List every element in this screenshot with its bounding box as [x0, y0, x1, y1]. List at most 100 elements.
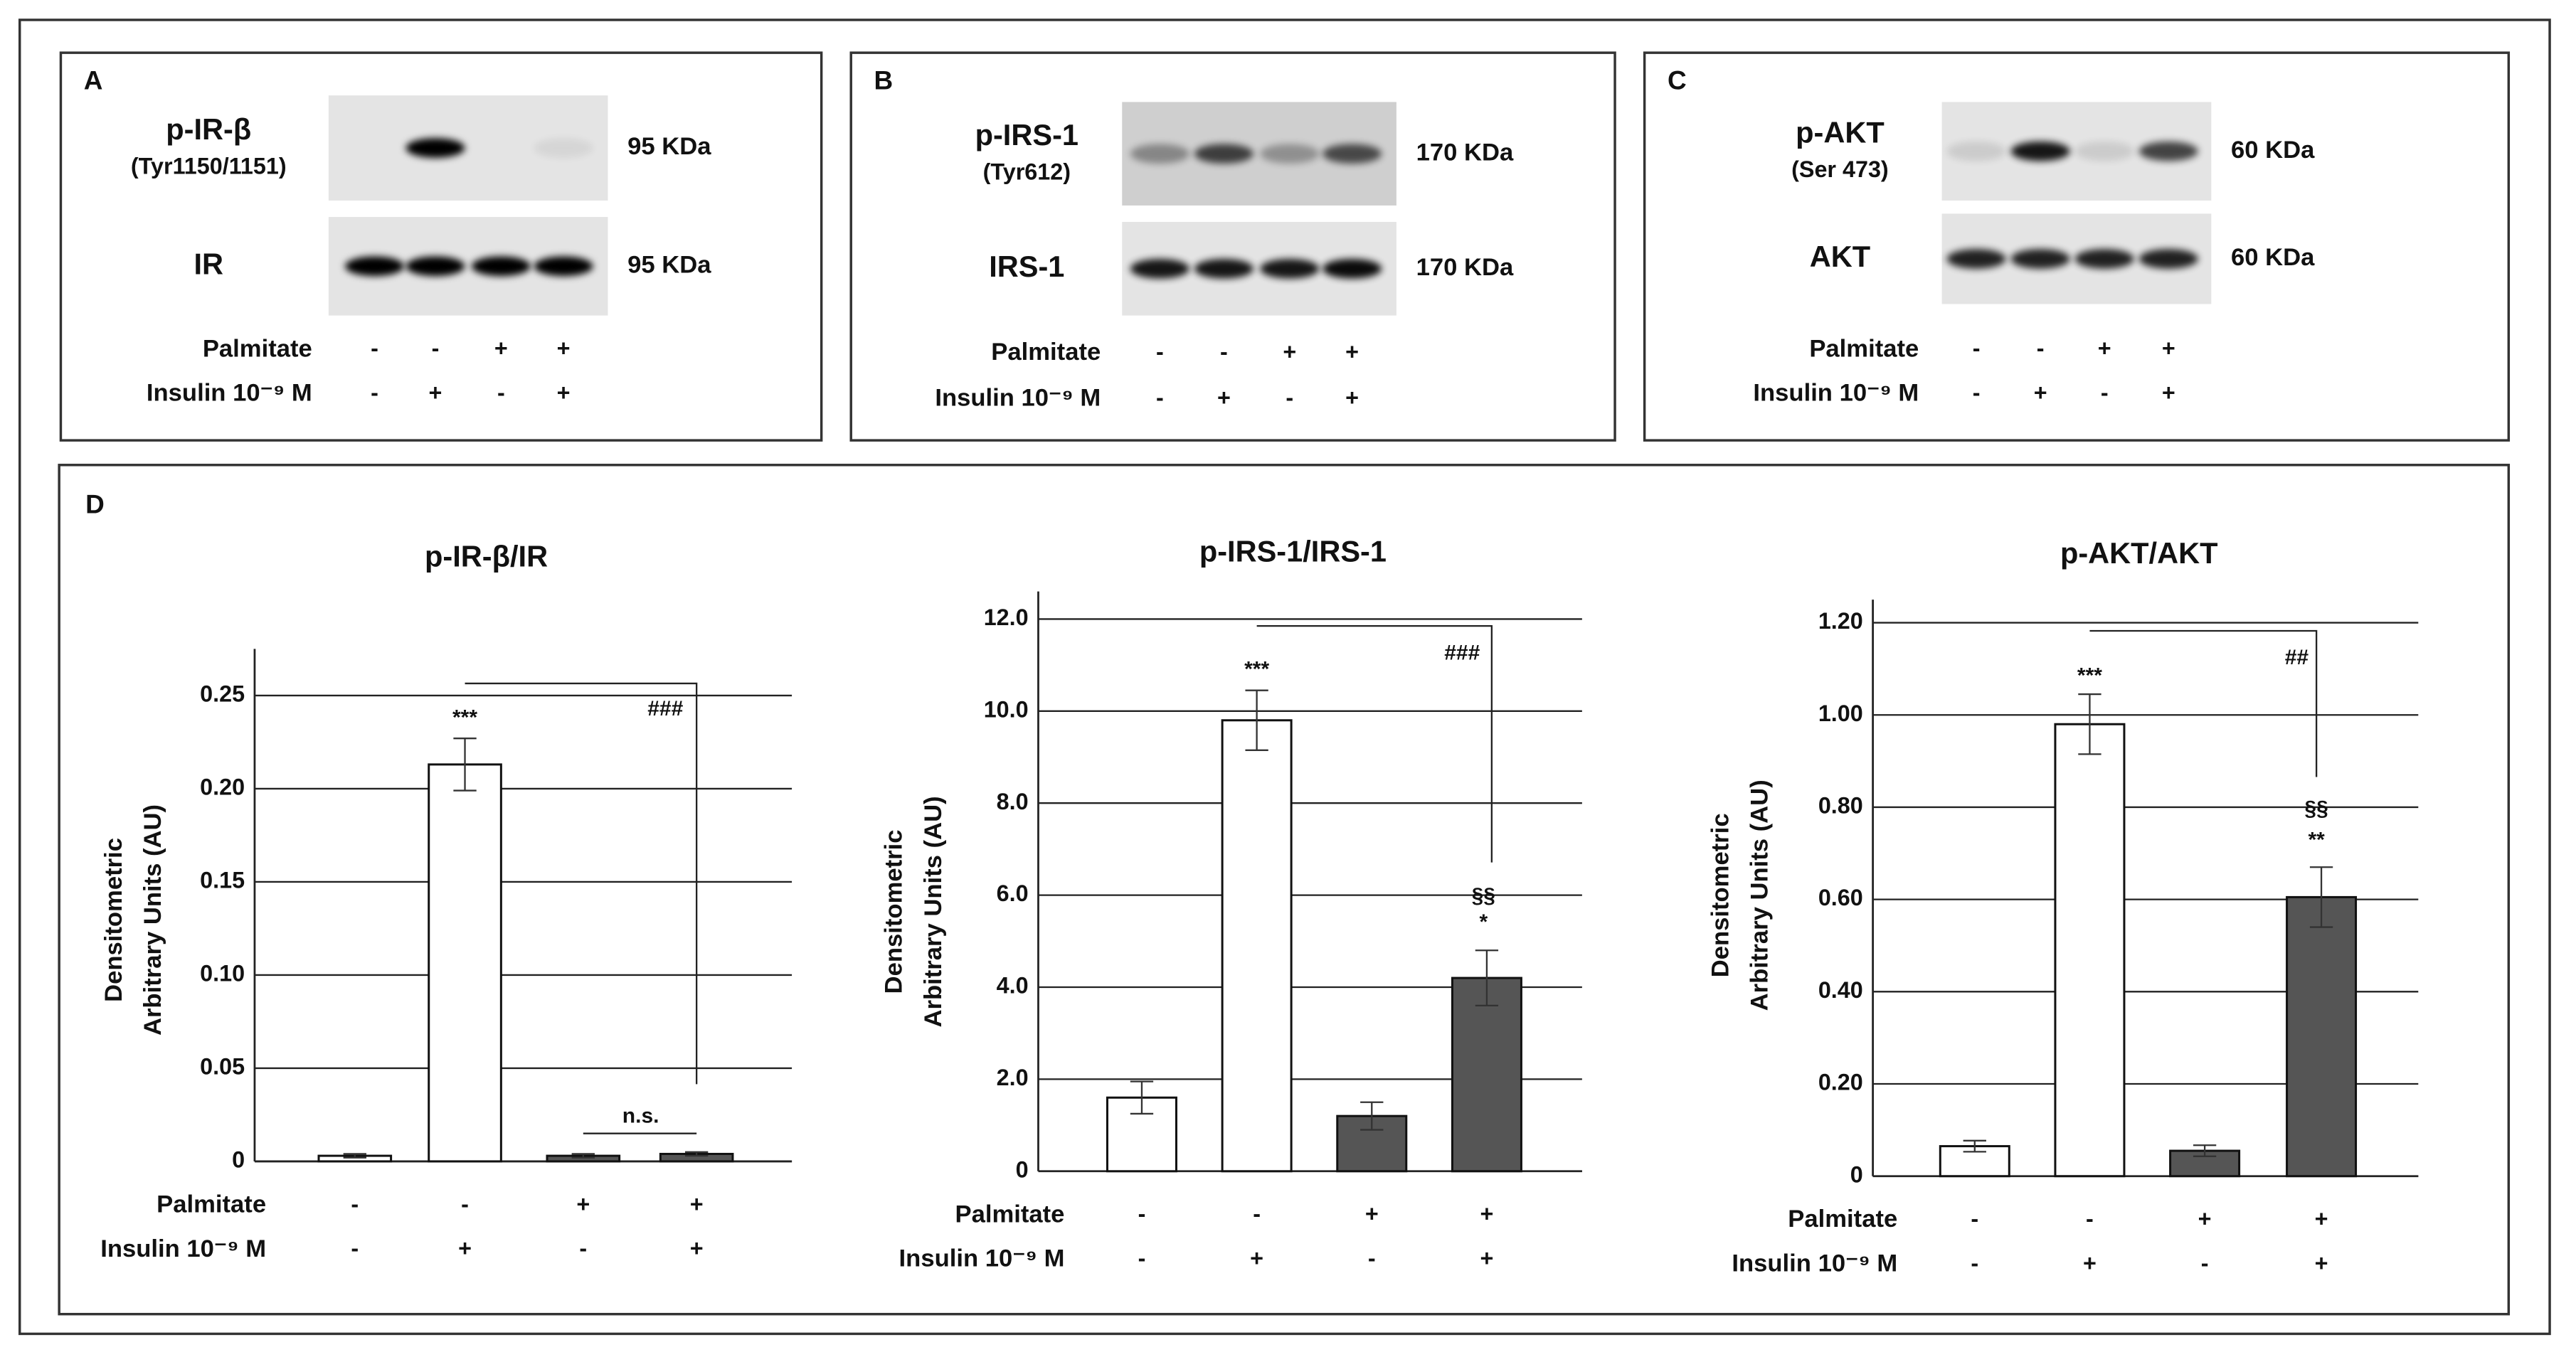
condition-sign: +	[2162, 336, 2175, 361]
annotation: n.s.	[622, 1105, 659, 1128]
condition-sign: -	[2037, 336, 2045, 361]
blot-band	[1260, 258, 1320, 279]
panel-d-box	[58, 464, 2511, 1316]
band-size: 60 KDa	[2231, 244, 2315, 271]
blot-band	[344, 256, 405, 277]
condition-sign: -	[1138, 1201, 1146, 1227]
y-axis-label: Densitometric	[1707, 813, 1734, 977]
annotation: ***	[1244, 657, 1269, 681]
y-tick-label: 0.20	[1818, 1070, 1863, 1095]
condition-sign: -	[371, 336, 378, 361]
significance-bracket	[465, 682, 698, 1085]
bar	[1451, 976, 1522, 1173]
condition-sign: -	[1286, 385, 1293, 410]
y-tick-label: 0.40	[1818, 977, 1863, 1003]
blot-band	[406, 256, 465, 277]
condition-sign: +	[557, 336, 571, 361]
significance-bracket	[2089, 629, 2318, 777]
condition-sign: +	[2162, 380, 2175, 405]
bar	[2054, 723, 2126, 1178]
condition-label: Insulin 10⁻⁹ M	[100, 1235, 266, 1262]
condition-sign: +	[1365, 1201, 1379, 1227]
y-tick-label: 0.60	[1818, 885, 1863, 910]
annotation: *	[1479, 910, 1488, 934]
blot-band	[1194, 144, 1254, 164]
condition-sign: -	[2201, 1250, 2209, 1276]
annotation: **	[2308, 829, 2325, 852]
condition-sign: -	[1156, 339, 1164, 364]
condition-sign: -	[1138, 1245, 1146, 1271]
bar	[428, 763, 502, 1163]
condition-sign: +	[494, 336, 508, 361]
annotation: ***	[2077, 664, 2102, 688]
condition-sign: +	[1217, 385, 1231, 410]
condition-label: Insulin 10⁻⁹ M	[935, 385, 1101, 412]
condition-sign: +	[2034, 380, 2047, 405]
condition-sign: -	[1971, 1206, 1978, 1232]
blot-band	[1194, 258, 1254, 279]
annotation: ###	[1444, 641, 1480, 664]
blot-band	[1260, 144, 1320, 164]
blot-label: AKT	[1810, 240, 1870, 273]
condition-sign: -	[1253, 1201, 1261, 1227]
significance-bracket	[1256, 624, 1493, 863]
condition-sign: +	[576, 1191, 590, 1217]
condition-sign: +	[557, 380, 571, 405]
panel-letter: B	[874, 65, 894, 95]
annotation: §§	[2304, 797, 2328, 821]
y-axis-label: Arbitrary Units (AU)	[139, 804, 166, 1036]
blot-band	[2138, 249, 2198, 269]
blot-label: IR	[194, 247, 224, 280]
panel-box	[849, 51, 1616, 442]
condition-label: Insulin 10⁻⁹ M	[147, 380, 312, 407]
chart-title: p-IR-β/IR	[425, 539, 548, 573]
y-tick-label: 0.05	[200, 1053, 245, 1079]
condition-sign: +	[1480, 1201, 1493, 1227]
y-tick-label: 4.0	[997, 973, 1029, 999]
y-tick-label: 10.0	[984, 696, 1029, 722]
y-tick-label: 0.80	[1818, 793, 1863, 819]
condition-sign: -	[351, 1191, 359, 1217]
blot-sublabel: (Tyr1150/1151)	[131, 153, 287, 179]
blot-band	[406, 138, 465, 158]
blot-band	[2074, 141, 2134, 161]
bar	[2286, 895, 2358, 1178]
annotation: §§	[1472, 884, 1495, 908]
y-tick-label: 1.00	[1818, 701, 1863, 726]
annotation: ***	[452, 706, 477, 729]
band-size: 60 KDa	[2231, 137, 2315, 164]
blot-band	[1322, 258, 1382, 279]
condition-sign: +	[429, 380, 442, 405]
blot-band	[2010, 249, 2070, 269]
blot-band	[1130, 144, 1189, 164]
blot-band	[471, 256, 531, 277]
blot-band	[1322, 144, 1382, 164]
blot-band	[1946, 141, 2006, 161]
y-tick-label: 6.0	[997, 880, 1029, 906]
blot-band	[1130, 258, 1189, 279]
y-axis-label: Arbitrary Units (AU)	[1747, 779, 1774, 1011]
y-tick-label: 0.15	[200, 867, 245, 893]
condition-label: Insulin 10⁻⁹ M	[1732, 1250, 1897, 1277]
condition-sign: -	[461, 1191, 469, 1217]
blot-band	[2138, 141, 2198, 161]
condition-sign: -	[351, 1235, 359, 1261]
condition-label: Palmitate	[203, 335, 312, 362]
condition-label: Palmitate	[1788, 1206, 1897, 1233]
y-tick-label: 0	[232, 1146, 245, 1172]
condition-sign: -	[1971, 1250, 1978, 1276]
condition-sign: +	[2098, 336, 2111, 361]
blot-label: p-IRS-1	[975, 118, 1078, 151]
condition-label: Insulin 10⁻⁹ M	[899, 1245, 1065, 1272]
panel-box	[1643, 51, 2511, 442]
y-axis-label: Arbitrary Units (AU)	[920, 796, 947, 1027]
blot-label: p-IR-β	[166, 112, 251, 146]
annotation: ###	[647, 697, 683, 720]
condition-label: Palmitate	[991, 339, 1101, 366]
condition-label: Insulin 10⁻⁹ M	[1753, 380, 1919, 407]
condition-sign: +	[2315, 1206, 2328, 1232]
condition-sign: -	[371, 380, 378, 405]
condition-sign: -	[1973, 336, 1981, 361]
condition-sign: -	[1156, 385, 1164, 410]
panel-box	[59, 51, 823, 442]
